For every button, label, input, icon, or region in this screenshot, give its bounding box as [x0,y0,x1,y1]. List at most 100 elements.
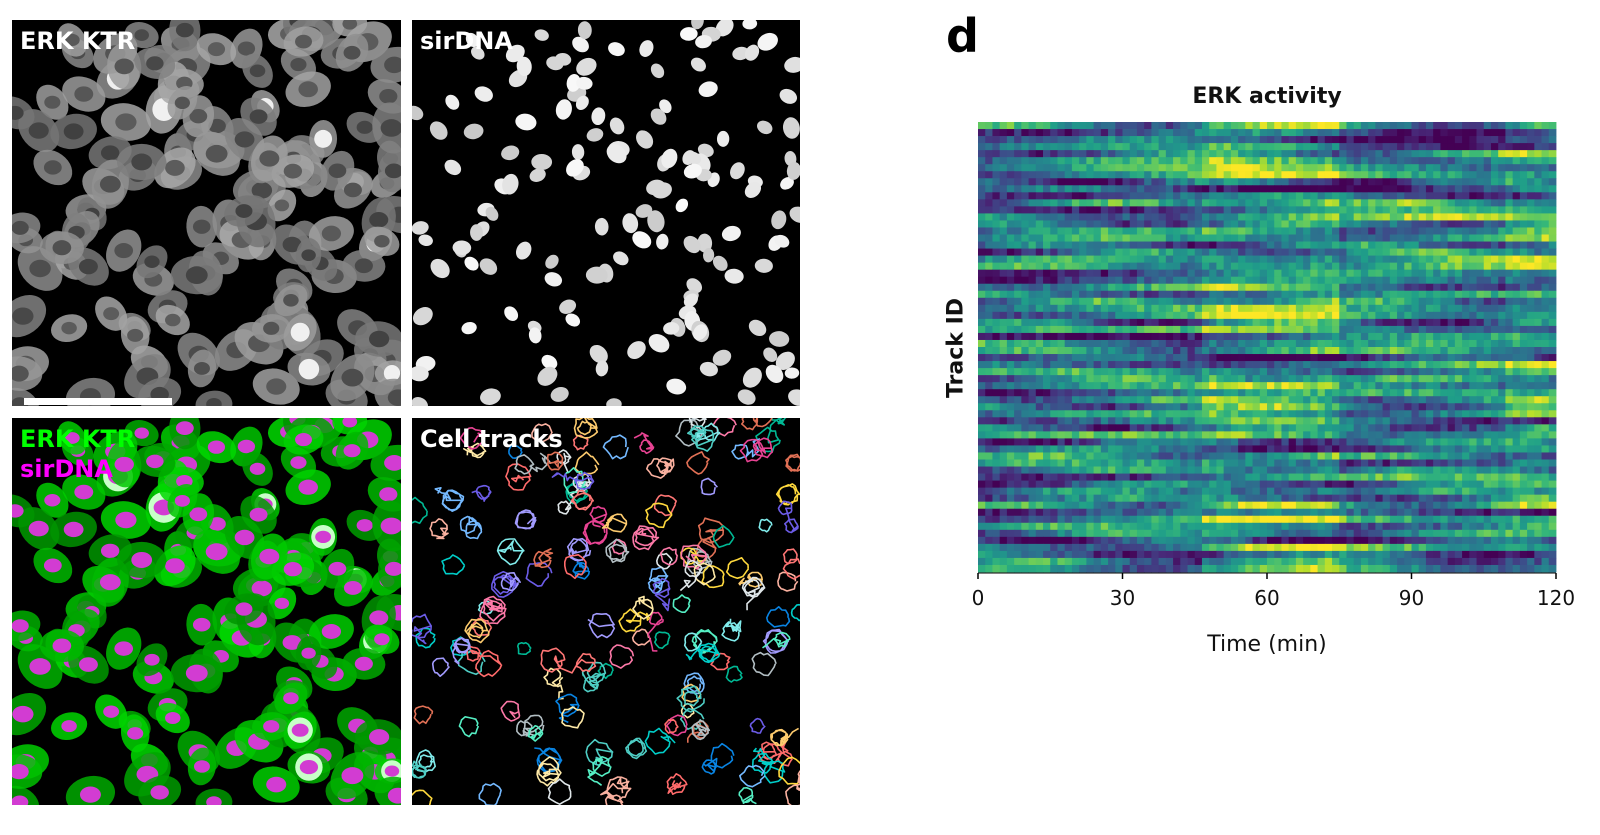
heatmap-cell [1173,339,1181,348]
heatmap-cell [1339,382,1347,390]
heatmap-cell [1310,283,1318,292]
heatmap-cell [985,185,993,193]
heatmap-cell [1498,403,1506,411]
heatmap-cell [1483,396,1492,404]
sirdna-nucleus [418,234,433,247]
heatmap-cell [1144,361,1152,369]
heatmap-cell [1332,347,1340,355]
heatmap-cell [1165,438,1174,446]
heatmap-cell [1534,143,1542,151]
heatmap-cell [1209,227,1217,235]
heatmap-cell [1317,445,1326,453]
heatmap-cell [1411,213,1420,221]
heatmap-cell [1028,122,1037,130]
heatmap-cell [1238,150,1246,158]
heatmap-cell [1498,206,1506,214]
heatmap-cell [1454,304,1463,313]
heatmap-cell [1093,150,1102,158]
heatmap-cell [1418,150,1427,158]
heatmap-cell [1057,332,1066,341]
heatmap-cell [1028,375,1037,383]
heatmap-cell [1303,227,1311,235]
heatmap-cell [1462,171,1470,179]
heatmap-cell [1267,389,1275,397]
heatmap-cell [1050,417,1058,425]
heatmap-cell [1173,431,1181,439]
heatmap-cell [1498,325,1506,334]
heatmap-cell [1274,410,1282,418]
heatmap-cell [1100,290,1109,299]
heatmap-cell [1238,445,1246,453]
heatmap-cell [1006,269,1015,278]
heatmap-cell [1151,473,1160,481]
heatmap-cell [1288,297,1297,306]
heatmap-cell [1469,354,1477,362]
sirdna-nucleus [430,258,450,279]
heatmap-cell [1317,389,1326,397]
heatmap-cell [1115,431,1123,439]
heatmap-cell [1505,417,1514,425]
heatmap-cell [1014,234,1022,242]
heatmap-cell [1462,318,1470,327]
heatmap-cell [1440,171,1449,179]
heatmap-cell [1389,276,1398,285]
heatmap-cell [978,129,986,137]
heatmap-cell [1071,368,1080,376]
heatmap-cell [1339,417,1347,425]
heatmap-cell [1173,136,1181,144]
heatmap-cell [1252,431,1261,439]
erk-nucleus [12,105,24,120]
heatmap-cell [1165,361,1174,369]
heatmap-cell [1158,332,1167,341]
heatmap-cell [1360,325,1369,334]
heatmap-cell [1050,445,1058,453]
heatmap-cell [1209,220,1217,228]
sirdna-nucleus [595,360,609,377]
heatmap-cell [1108,199,1116,207]
heatmap-cell [1346,410,1355,418]
heatmap-cell [1180,403,1188,411]
heatmap-cell [1014,431,1022,439]
heatmap-cell [1136,122,1145,130]
heatmap-cell [1281,227,1290,235]
sirdna-nucleus [471,46,485,60]
heatmap-cell [1238,248,1246,256]
heatmap-cell [1288,403,1297,411]
heatmap-cell [992,227,1001,235]
erk-nucleus [100,145,120,161]
heatmap-cell [1086,255,1095,264]
heatmap-cell [978,220,986,228]
heatmap-cell [1324,283,1333,292]
heatmap-cell [1375,276,1384,285]
heatmap-cell [1425,178,1434,186]
heatmap-cell [1230,417,1239,425]
heatmap-cell [1108,431,1116,439]
heatmap-cell [1339,452,1347,460]
heatmap-cell [1180,227,1188,235]
heatmap-cell [1490,445,1499,453]
heatmap-cell [1108,368,1116,376]
heatmap-cell [1339,192,1347,200]
heatmap-cell [1360,318,1369,327]
heatmap-cell [1490,410,1499,418]
heatmap-cell [1368,452,1376,460]
heatmap-cell [1050,389,1058,397]
heatmap-cell [1158,403,1167,411]
heatmap-cell [1086,431,1095,439]
heatmap-cell [1064,234,1073,242]
heatmap-cell [1512,304,1521,313]
cell-track [514,452,552,475]
heatmap-cell [1548,396,1557,404]
heatmap-cell [1534,339,1542,348]
heatmap-cell [999,417,1008,425]
heatmap-cell [1245,199,1253,207]
heatmap-cell [1050,459,1058,467]
heatmap-cell [1028,325,1037,334]
heatmap-cell [1108,466,1116,474]
heatmap-cell [1129,248,1138,256]
heatmap-cell [1512,332,1521,341]
heatmap-cell [1346,185,1355,193]
heatmap-cell [1252,269,1261,278]
heatmap-cell [1519,157,1528,165]
heatmap-cell [1187,452,1196,460]
